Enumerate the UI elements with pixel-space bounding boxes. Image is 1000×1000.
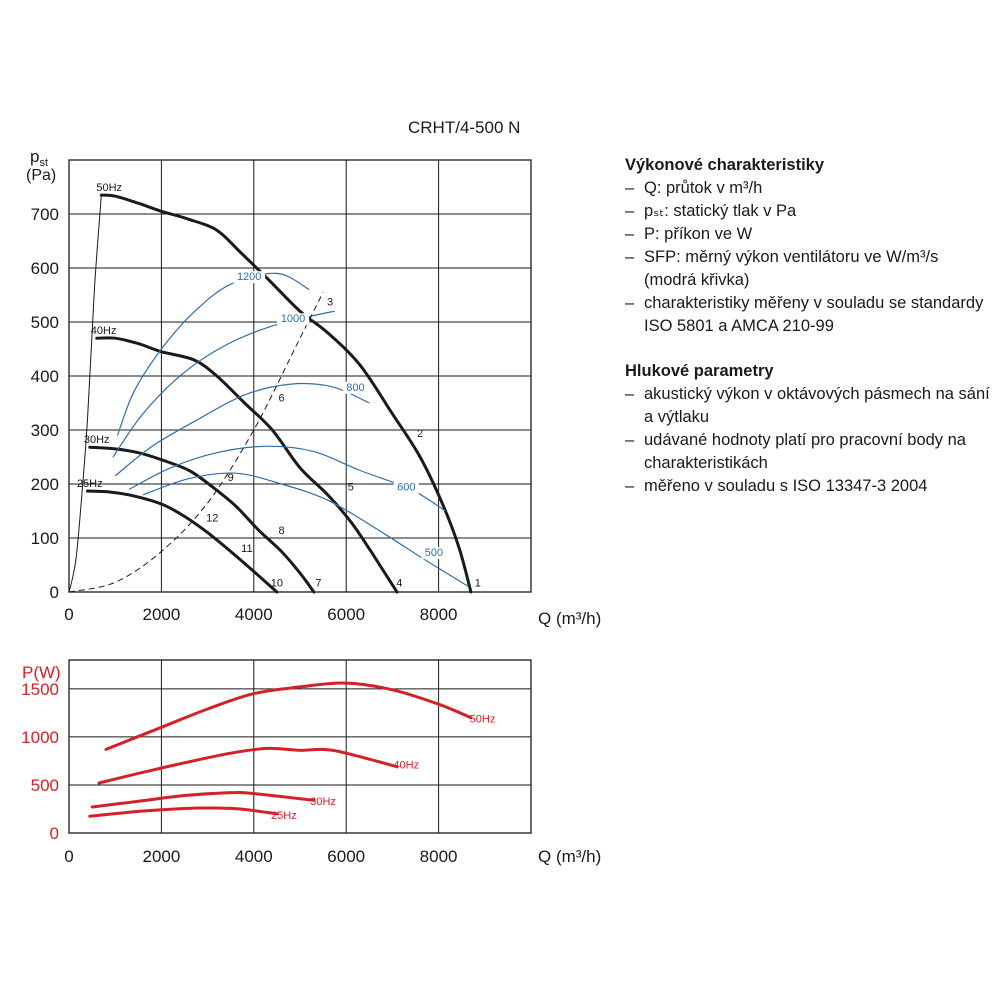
system-curve	[68, 195, 102, 593]
x-tick-label: 2000	[142, 605, 180, 624]
y-tick-label: 0	[50, 583, 59, 602]
power-curve-50Hz	[104, 681, 473, 751]
y-tick-label: 0	[50, 824, 59, 843]
series-label: 50Hz	[96, 182, 122, 194]
series-label: 40Hz	[393, 760, 419, 772]
legend-panel: Výkonové charakteristiky – Q: průtok v m³…	[625, 154, 995, 498]
legend-list-noise: – akustický výkon v oktávových pásmech na…	[625, 383, 995, 498]
series-label: 25Hz	[77, 478, 103, 490]
series-label: 50Hz	[470, 713, 496, 725]
point-label: 2	[417, 428, 423, 440]
sfp-label: 500	[425, 547, 443, 559]
pressure-curve-40Hz	[95, 336, 399, 594]
y-tick-label: 1000	[21, 728, 59, 747]
x-axis-label: Q (m³/h)	[538, 609, 601, 628]
y-axis-label: pst	[30, 147, 48, 169]
sfp-curve-1200	[116, 272, 310, 436]
y-tick-label: 400	[31, 367, 59, 386]
sfp-label: 600	[397, 482, 415, 494]
sfp-curve-1000	[112, 310, 335, 458]
point-label: 10	[271, 577, 283, 589]
sfp-curve-800	[114, 382, 370, 477]
legend-item: – Q: průtok v m³/h	[625, 179, 763, 197]
legend-heading-performance: Výkonové charakteristiky	[625, 156, 825, 174]
sfp-label-bg	[421, 547, 447, 560]
sfp-label-bg	[277, 313, 310, 326]
point-label: 8	[278, 525, 284, 537]
power-curve-25Hz	[88, 806, 279, 818]
sfp-curve-500	[142, 472, 469, 588]
legend-item: (modrá křivka)	[644, 271, 750, 289]
legend-item: – udávané hodnoty platí pro pracovní body…	[625, 431, 966, 472]
legend-item: – pₛₜ: statický tlak v Pa	[625, 202, 797, 220]
y-tick-label: 300	[31, 421, 59, 440]
pressure-curve-30Hz	[88, 445, 316, 594]
x-tick-label: 0	[64, 847, 73, 866]
point-label: 3	[327, 296, 333, 308]
point-label: 12	[206, 512, 218, 524]
y-axis-unit: (Pa)	[26, 167, 56, 184]
x-tick-label: 4000	[235, 847, 273, 866]
legend-item: – měřeno v souladu s ISO 13347-3 2004	[625, 477, 928, 495]
y-tick-label: 600	[31, 259, 59, 278]
point-label: 4	[396, 577, 402, 589]
series-label: 25Hz	[271, 810, 297, 822]
y-tick-label: 700	[31, 205, 59, 224]
x-tick-label: 8000	[420, 605, 458, 624]
x-tick-label: 0	[64, 605, 73, 624]
series-label: 30Hz	[84, 434, 110, 446]
x-tick-label: 6000	[327, 847, 365, 866]
point-label: 1	[475, 577, 481, 589]
sfp-label: 800	[346, 382, 364, 394]
plot-frame	[68, 659, 532, 834]
legend-item: – akustický výkon v oktávových pásmech na…	[625, 385, 990, 426]
y-axis-label: P(W)	[22, 663, 61, 682]
series-label: 40Hz	[91, 325, 117, 337]
x-axis-label: Q (m³/h)	[538, 847, 601, 866]
x-tick-label: 6000	[327, 605, 365, 624]
sfp-label-bg	[342, 381, 368, 394]
chart-title: CRHT/4-500 N	[408, 118, 521, 137]
sfp-label-bg	[393, 481, 419, 494]
sfp-label: 1000	[281, 313, 305, 325]
y-tick-label: 500	[31, 313, 59, 332]
power-curve-40Hz	[97, 746, 399, 785]
pressure-chart: 0 2000 4000 6000 8000 0 100 200 300 400 500 600 700 Q…	[26, 147, 601, 628]
sfp-curve-600	[128, 445, 446, 512]
point-label: 11	[241, 543, 252, 555]
y-tick-label: 200	[31, 475, 59, 494]
legend-list-performance: – Q: průtok v m³/h – pₛₜ: statický tlak v …	[625, 177, 995, 338]
point-label: 6	[278, 393, 284, 405]
series-label: 30Hz	[310, 796, 336, 808]
y-tick-label: 500	[31, 776, 59, 795]
y-tick-label: 100	[31, 529, 59, 548]
point-label: 9	[228, 472, 234, 484]
sfp-label-bg	[233, 271, 266, 284]
point-label: 7	[315, 577, 321, 589]
legend-item: – SFP: měrný výkon ventilátoru ve W/m³/s	[625, 248, 939, 266]
legend-item: – charakteristiky měřeny v souladu se sta…	[625, 294, 984, 335]
power-chart: 0 2000 4000 6000 8000 0 500 1000 1500 Q (m³/h) P(W…	[21, 659, 601, 866]
x-tick-label: 4000	[235, 605, 273, 624]
x-tick-label: 2000	[142, 847, 180, 866]
legend-item: – P: příkon ve W	[625, 225, 753, 243]
x-tick-label: 8000	[420, 847, 458, 866]
pressure-curve-25Hz	[86, 489, 279, 594]
y-tick-label: 1500	[21, 680, 59, 699]
pressure-curve-50Hz	[99, 193, 473, 594]
power-curve-30Hz	[90, 790, 316, 809]
plot-frame	[68, 159, 532, 593]
sfp-label: 1200	[237, 271, 261, 283]
point-label: 5	[348, 482, 354, 494]
legend-heading-noise: Hlukové parametry	[625, 362, 774, 380]
